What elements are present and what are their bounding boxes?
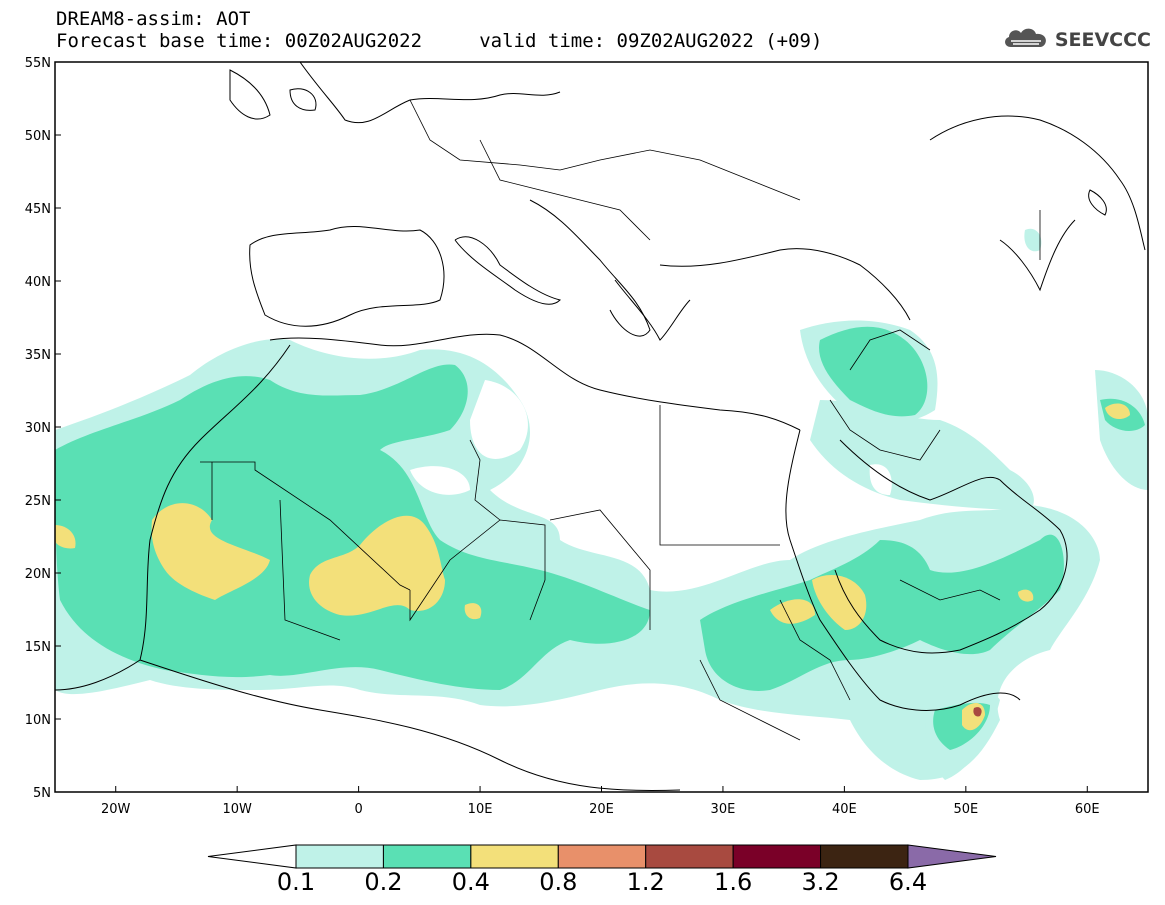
forecast-times: Forecast base time: 00Z02AUG2022 valid t… bbox=[56, 30, 823, 52]
colorbar-box bbox=[732, 844, 822, 869]
colorbar-box bbox=[557, 844, 647, 869]
brand-logo: SEEVCCC bbox=[1001, 22, 1151, 58]
lon-tick-label: 60E bbox=[1075, 802, 1100, 817]
lat-tick-label: 15N bbox=[25, 640, 51, 655]
lat-tick-label: 45N bbox=[25, 202, 51, 217]
colorbar-over-triangle bbox=[907, 844, 997, 869]
lon-tick-label: 40E bbox=[832, 802, 857, 817]
lat-tick-label: 10N bbox=[25, 713, 51, 728]
longitude-axis: 20W 10W 0 10E 20E 30E 40E 50E 60E bbox=[101, 786, 1100, 817]
brand-name: SEEVCCC bbox=[1054, 29, 1151, 51]
lon-tick-label: 0 bbox=[354, 802, 362, 817]
chart-title: DREAM8-assim: AOT bbox=[56, 8, 251, 30]
colorbar-label: 0.8 bbox=[539, 868, 578, 896]
lon-tick-label: 30E bbox=[711, 802, 736, 817]
lat-tick-label: 40N bbox=[25, 275, 51, 290]
lat-tick-label: 35N bbox=[25, 348, 51, 363]
colorbar-label: 1.6 bbox=[714, 868, 753, 896]
coastlines bbox=[55, 62, 1146, 792]
borders bbox=[200, 99, 1041, 741]
lon-tick-label: 20W bbox=[101, 802, 131, 817]
lat-tick-label: 55N bbox=[25, 56, 51, 71]
lon-tick-label: 10W bbox=[222, 802, 252, 817]
lat-tick-label: 30N bbox=[25, 421, 51, 436]
lat-tick-label: 50N bbox=[25, 129, 51, 144]
colorbar-box bbox=[470, 844, 559, 869]
lat-tick-label: 20N bbox=[25, 567, 51, 582]
latitude-axis: 55N 50N 45N 40N 35N 30N 25N 20N 15N 10N 5N bbox=[25, 56, 61, 801]
colorbar-label: 6.4 bbox=[888, 868, 928, 896]
aot-contours bbox=[55, 62, 1148, 792]
lat-tick-label: 5N bbox=[33, 786, 51, 801]
lon-tick-label: 20E bbox=[589, 802, 614, 817]
colorbar-label: 0.4 bbox=[451, 868, 490, 896]
colorbar-box bbox=[295, 844, 384, 869]
aot-band-0.2 bbox=[55, 326, 1145, 750]
lat-tick-label: 25N bbox=[25, 494, 51, 509]
colorbar-label: 0.2 bbox=[364, 868, 403, 896]
colorbar-label: 1.2 bbox=[626, 868, 665, 896]
cloud-logo-icon bbox=[1001, 25, 1051, 55]
colorbar-box bbox=[382, 844, 472, 869]
colorbar-box bbox=[820, 844, 909, 869]
aot-colorbar bbox=[207, 844, 997, 869]
colorbar-under-triangle bbox=[207, 844, 297, 869]
colorbar-box bbox=[645, 844, 734, 869]
colorbar-label: 3.2 bbox=[801, 868, 840, 896]
lon-tick-label: 10E bbox=[468, 802, 493, 817]
colorbar-label: 0.1 bbox=[276, 868, 316, 896]
lon-tick-label: 50E bbox=[953, 802, 978, 817]
aot-band-0.4 bbox=[55, 403, 1130, 731]
